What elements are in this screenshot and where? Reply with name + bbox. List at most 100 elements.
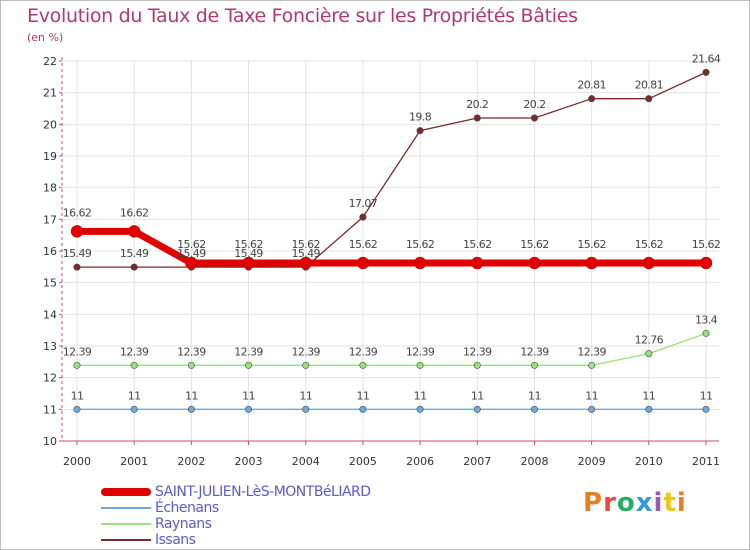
- logo-letter: r: [603, 488, 617, 518]
- x-tick-label: 2003: [235, 455, 263, 468]
- y-tick-label: 22: [43, 55, 57, 68]
- data-point-echenans: [187, 405, 195, 413]
- logo-letter: o: [616, 488, 636, 518]
- proxiti-logo: Proxiti: [583, 488, 687, 518]
- data-point-saint-julien: [127, 225, 141, 238]
- series-line-saint-julien: [73, 227, 710, 267]
- y-tick-label: 11: [43, 403, 57, 416]
- x-tick-label: 2006: [406, 455, 434, 468]
- data-label-raynans: 12.39: [291, 345, 320, 358]
- data-label-echenans: 11: [242, 389, 255, 402]
- data-label-saint-julien: 15.62: [234, 238, 263, 251]
- data-label-raynans: 12.39: [177, 345, 206, 358]
- grid: [62, 60, 719, 442]
- data-point-echenans: [302, 405, 310, 413]
- data-point-saint-julien: [185, 256, 198, 270]
- x-tick-label: 2005: [349, 455, 377, 468]
- data-label-saint-julien: 15.62: [349, 238, 378, 251]
- data-label-saint-julien: 15.62: [520, 238, 549, 251]
- data-point-echenans: [359, 405, 367, 413]
- data-label-echenans: 11: [71, 389, 84, 402]
- logo-letter: i: [653, 488, 664, 518]
- data-point-echenans: [245, 405, 253, 413]
- x-tick-label: 2004: [292, 455, 320, 468]
- data-point-raynans: [187, 361, 195, 369]
- data-point-saint-julien: [471, 256, 484, 270]
- data-label-raynans: 12.39: [349, 345, 378, 358]
- data-label-raynans: 12.39: [520, 345, 549, 358]
- legend-label-raynans: Raynans: [155, 516, 212, 532]
- y-tick-label: 10: [43, 435, 57, 448]
- data-point-issans: [702, 68, 710, 76]
- data-point-issans: [416, 127, 424, 135]
- data-label-saint-julien: 16.62: [63, 206, 92, 219]
- data-label-saint-julien: 15.62: [577, 238, 606, 251]
- data-label-echenans: 11: [585, 389, 598, 402]
- logo-letter: P: [583, 488, 604, 518]
- legend-swatch-raynans: [101, 523, 151, 525]
- data-point-saint-julien: [299, 256, 312, 270]
- legend-label-issans: Issans: [155, 532, 196, 548]
- data-label-issans: 15.49: [63, 247, 92, 260]
- data-label-issans: 17.07: [349, 197, 378, 210]
- series-line-issans: [76, 71, 707, 268]
- chart-title: Evolution du Taux de Taxe Foncière sur l…: [27, 5, 578, 27]
- legend-label-saint-julien: SAINT-JULIEN-LèS-MONTBéLIARD: [155, 484, 371, 500]
- data-point-echenans: [416, 405, 424, 413]
- x-tick-label: 2000: [63, 455, 91, 468]
- data-label-saint-julien: 16.62: [120, 206, 149, 219]
- logo-letter: x: [635, 488, 654, 518]
- data-label-saint-julien: 15.62: [463, 238, 492, 251]
- data-label-saint-julien: 15.62: [177, 238, 206, 251]
- y-tick-label: 13: [43, 340, 57, 353]
- data-label-raynans: 12.39: [234, 345, 263, 358]
- logo-letter: i: [676, 488, 687, 518]
- y-tick-label: 20: [43, 118, 57, 131]
- data-point-issans: [645, 95, 653, 103]
- data-label-saint-julien: 15.62: [406, 238, 435, 251]
- data-point-issans: [473, 114, 481, 122]
- data-point-raynans: [73, 361, 81, 369]
- data-label-raynans: 12.39: [406, 345, 435, 358]
- data-point-raynans: [302, 361, 310, 369]
- x-tick-label: 2008: [520, 455, 548, 468]
- data-point-raynans: [645, 350, 653, 358]
- y-tick-label: 12: [43, 372, 57, 385]
- data-label-raynans: 12.39: [463, 345, 492, 358]
- y-tick-label: 21: [43, 87, 57, 100]
- data-label-echenans: 11: [528, 389, 541, 402]
- data-point-echenans: [702, 405, 710, 413]
- y-tick-label: 19: [43, 150, 57, 163]
- legend-swatch-echenans: [101, 507, 151, 509]
- x-tick-label: 2002: [177, 455, 205, 468]
- data-label-echenans: 11: [414, 389, 427, 402]
- data-label-saint-julien: 15.62: [291, 238, 320, 251]
- data-point-echenans: [73, 405, 81, 413]
- data-point-saint-julien: [413, 256, 427, 270]
- data-point-saint-julien: [699, 256, 713, 270]
- x-tick-label: 2010: [635, 455, 663, 468]
- data-label-raynans: 12.39: [577, 345, 606, 358]
- y-tick-label: 16: [43, 245, 57, 258]
- legend-swatch-issans: [101, 539, 151, 541]
- data-point-echenans: [588, 405, 596, 413]
- data-point-issans: [73, 263, 81, 271]
- data-label-raynans: 13.4: [695, 313, 718, 326]
- data-label-issans: 15.49: [120, 247, 149, 260]
- data-point-echenans: [645, 405, 653, 413]
- data-label-echenans: 11: [357, 389, 370, 402]
- x-tick-label: 2007: [463, 455, 491, 468]
- y-tick-label: 17: [43, 213, 57, 226]
- data-label-issans: 20.81: [635, 79, 664, 92]
- data-label-echenans: 11: [185, 389, 198, 402]
- x-tick-label: 2011: [692, 455, 720, 468]
- data-label-echenans: 11: [299, 389, 312, 402]
- data-point-echenans: [130, 405, 138, 413]
- data-point-issans: [130, 263, 138, 271]
- data-point-raynans: [416, 361, 424, 369]
- data-label-raynans: 12.39: [63, 345, 92, 358]
- y-tick-label: 14: [43, 308, 57, 321]
- data-point-raynans: [530, 361, 538, 369]
- legend-swatch-saint-julien: [101, 488, 151, 496]
